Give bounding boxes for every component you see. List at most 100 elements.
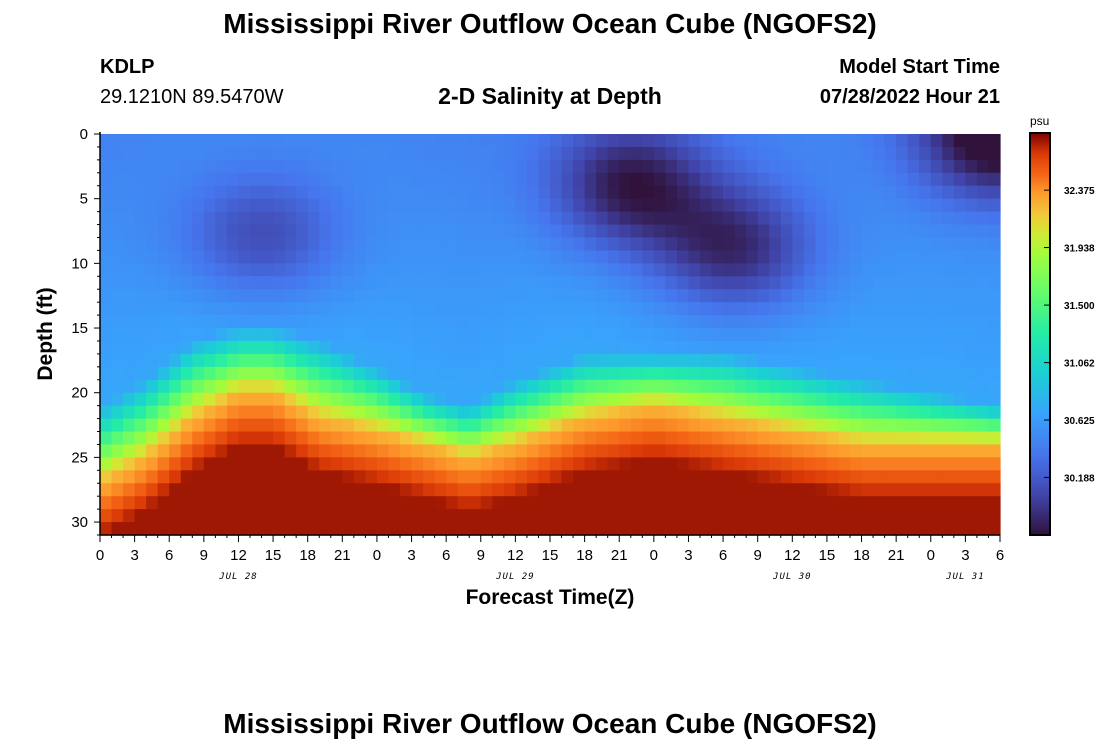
heatmap-cell	[388, 250, 401, 264]
heatmap-cell	[319, 353, 332, 368]
heatmap-cell	[942, 276, 955, 290]
heatmap-cell	[792, 211, 805, 226]
heatmap-cell	[815, 302, 828, 316]
heatmap-cell	[388, 224, 401, 239]
heatmap-cell	[515, 431, 528, 446]
heatmap-cell	[734, 276, 747, 290]
heatmap-cell	[688, 444, 701, 458]
heatmap-cell	[919, 211, 932, 226]
heatmap-cell	[146, 379, 159, 394]
heatmap-cell	[284, 457, 297, 471]
heatmap-cell	[330, 211, 343, 226]
heatmap-cell	[238, 302, 251, 316]
heatmap-cell	[596, 146, 609, 161]
heatmap-cell	[757, 146, 770, 161]
heatmap-cell	[203, 405, 216, 420]
heatmap-cell	[192, 457, 205, 471]
heatmap-cell	[434, 134, 447, 148]
heatmap-cell	[688, 134, 701, 148]
heatmap-cell	[226, 211, 240, 226]
heatmap-cell	[215, 159, 228, 174]
heatmap-cell	[503, 211, 516, 226]
heatmap-cell	[400, 483, 413, 497]
heatmap-cell	[907, 211, 920, 226]
heatmap-cell	[734, 522, 747, 536]
heatmap-cell	[146, 405, 159, 420]
heatmap-cell	[423, 379, 436, 394]
heatmap-cell	[434, 418, 447, 433]
heatmap-cell	[596, 509, 609, 523]
heatmap-cell	[965, 237, 978, 252]
heatmap-cell	[896, 470, 909, 484]
heatmap-cell	[826, 483, 840, 497]
heatmap-cell	[100, 263, 113, 277]
heatmap-cell	[215, 328, 228, 342]
heatmap-cell	[838, 263, 851, 277]
heatmap-cell	[976, 522, 990, 536]
heatmap-cell	[815, 457, 828, 471]
heatmap-cell	[676, 198, 690, 213]
heatmap-cell	[146, 237, 159, 252]
heatmap-cell	[226, 470, 240, 484]
heatmap-cell	[411, 237, 424, 252]
heatmap-cell	[503, 379, 516, 394]
heatmap-cell	[146, 470, 159, 484]
heatmap-cell	[780, 496, 793, 510]
heatmap-cell	[123, 353, 136, 368]
y-axis-title: Depth (ft)	[34, 287, 57, 380]
heatmap-cell	[423, 134, 436, 148]
heatmap-cell	[203, 302, 216, 316]
heatmap-cell	[850, 237, 863, 252]
heatmap-cell	[238, 379, 251, 394]
heatmap-cell	[273, 198, 286, 213]
heatmap-cell	[411, 392, 424, 407]
heatmap-cell	[826, 276, 840, 290]
heatmap-cell	[584, 315, 597, 329]
heatmap-cell	[700, 146, 713, 161]
heatmap-cell	[273, 172, 286, 187]
heatmap-cell	[896, 392, 909, 407]
heatmap-cell	[296, 405, 309, 420]
heatmap-cell	[215, 146, 228, 161]
heatmap-cell	[930, 302, 943, 316]
heatmap-cell	[619, 470, 632, 484]
heatmap-cell	[642, 250, 655, 264]
heatmap-cell	[503, 509, 516, 523]
heatmap-cell	[192, 211, 205, 226]
heatmap-cell	[942, 392, 955, 407]
heatmap-cell	[769, 353, 782, 368]
heatmap-cell	[653, 431, 666, 446]
heatmap-cell	[584, 379, 597, 394]
heatmap-cell	[330, 224, 343, 239]
heatmap-cell	[146, 185, 159, 200]
heatmap-cell	[146, 366, 159, 381]
colorbar-tick-label: 32.375	[1064, 186, 1095, 197]
heatmap-cell	[826, 237, 840, 252]
heatmap-cell	[146, 134, 159, 148]
heatmap-cell	[296, 366, 309, 381]
heatmap-cell	[988, 211, 1001, 226]
heatmap-cell	[930, 379, 943, 394]
heatmap-cell	[446, 366, 459, 381]
heatmap-cell	[376, 366, 390, 381]
heatmap-cell	[388, 198, 401, 213]
heatmap-cell	[930, 315, 943, 329]
heatmap-cell	[930, 496, 943, 510]
heatmap-cell	[111, 250, 124, 264]
heatmap-cell	[780, 172, 793, 187]
heatmap-cell	[953, 250, 966, 264]
heatmap-cell	[723, 431, 736, 446]
heatmap-cell	[215, 134, 228, 148]
heatmap-cell	[284, 302, 297, 316]
x-tick-label: 0	[96, 547, 104, 564]
heatmap-cell	[942, 289, 955, 303]
heatmap-cell	[550, 366, 563, 381]
heatmap-cell	[319, 405, 332, 420]
heatmap-cell	[711, 509, 724, 523]
heatmap-cell	[746, 328, 759, 342]
heatmap-cell	[400, 496, 413, 510]
heatmap-cell	[676, 237, 690, 252]
heatmap-cell	[642, 418, 655, 433]
heatmap-cell	[653, 250, 666, 264]
heatmap-cell	[388, 522, 401, 536]
